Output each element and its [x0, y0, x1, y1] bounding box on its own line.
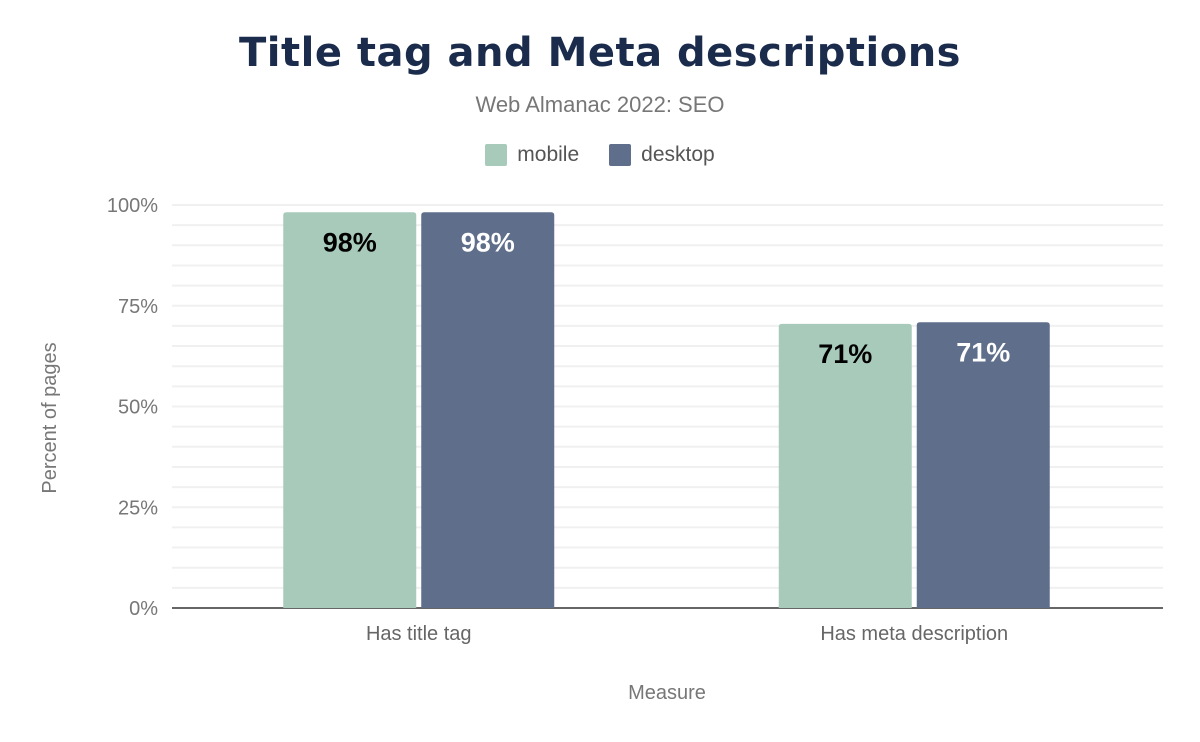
data-label: 71% — [956, 337, 1010, 367]
bar-desktop — [916, 322, 1050, 608]
chart-title: Title tag and Meta descriptions — [238, 30, 961, 76]
data-label: 98% — [461, 227, 515, 257]
bar-mobile — [778, 323, 912, 608]
legend-swatch-desktop — [609, 144, 632, 166]
bar-desktop — [421, 212, 555, 608]
x-tick-label: Has meta description — [820, 623, 1008, 645]
legend-label-desktop: desktop — [641, 143, 715, 166]
data-label: 71% — [818, 339, 872, 369]
y-tick-label: 25% — [118, 497, 158, 519]
legend-label-mobile: mobile — [517, 143, 580, 166]
y-tick-label: 50% — [118, 397, 158, 419]
data-label: 98% — [323, 227, 377, 257]
chart-subtitle: Web Almanac 2022: SEO — [475, 92, 725, 117]
y-tick-label: 0% — [129, 598, 158, 620]
legend: mobile desktop — [0, 143, 1200, 167]
x-axis-title: Measure — [628, 682, 706, 704]
legend-item-mobile[interactable]: mobile — [485, 143, 579, 167]
legend-item-desktop[interactable]: desktop — [609, 143, 715, 167]
bar-mobile — [283, 212, 417, 608]
y-tick-label: 75% — [118, 296, 158, 318]
legend-swatch-mobile — [485, 144, 508, 166]
x-tick-label: Has title tag — [366, 623, 472, 645]
y-axis-title: Percent of pages — [39, 342, 61, 493]
y-tick-label: 100% — [107, 195, 158, 217]
